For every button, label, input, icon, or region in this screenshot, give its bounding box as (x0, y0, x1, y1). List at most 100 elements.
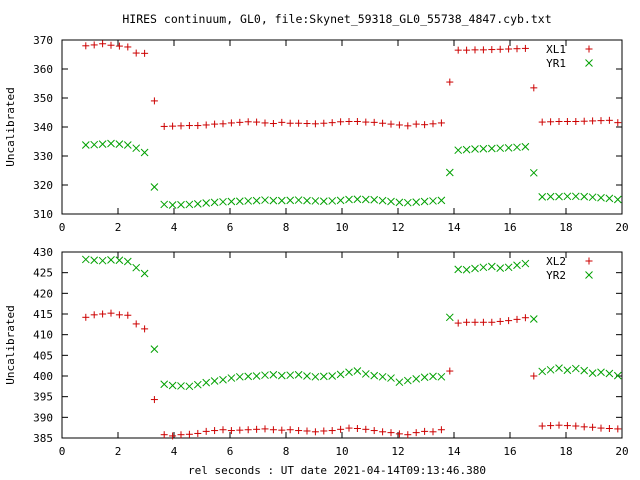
data-point-YR1 (227, 197, 236, 206)
data-point-XL1 (311, 120, 319, 128)
data-point-YR2 (336, 370, 345, 379)
data-point-XL2 (395, 430, 403, 438)
plot-frame (61, 39, 623, 215)
data-point-XL2 (160, 431, 168, 439)
data-point-YR2 (521, 259, 530, 268)
data-point-XL1 (463, 46, 471, 54)
data-point-YR2 (370, 371, 379, 380)
data-point-YR1 (580, 192, 589, 201)
x-tick-label: 16 (503, 445, 516, 458)
data-point-YR2 (303, 372, 311, 380)
x-tick-label: 18 (559, 221, 572, 234)
data-point-YR1 (471, 145, 479, 153)
data-point-YR1 (160, 200, 169, 209)
y-tick-label: 425 (33, 267, 53, 280)
data-point-YR2 (580, 366, 589, 375)
data-point-XL1 (107, 41, 115, 49)
data-point-XL1 (253, 118, 261, 126)
data-point-XL1 (337, 118, 345, 126)
data-point-YR1 (605, 194, 614, 203)
data-point-YR2 (244, 372, 253, 381)
y-tick-label: 415 (33, 308, 53, 321)
data-point-YR2 (328, 372, 337, 380)
data-point-XL1 (521, 44, 529, 52)
data-point-YR2 (81, 255, 90, 264)
x-tick-label: 6 (227, 221, 234, 234)
data-point-XL2 (538, 422, 546, 430)
data-point-YR2 (420, 373, 429, 382)
data-point-YR1 (319, 197, 328, 206)
data-point-YR2 (403, 376, 412, 385)
data-point-YR2 (605, 369, 614, 378)
data-point-XL2 (404, 431, 412, 439)
data-point-XL2 (211, 427, 219, 435)
legend-label-XL1: XL1 (546, 43, 566, 56)
data-point-XL2 (132, 320, 140, 328)
data-point-XL2 (115, 311, 123, 319)
y-tick-label: 370 (33, 34, 53, 47)
data-point-YR1 (597, 193, 605, 202)
data-point-YR2 (412, 375, 421, 383)
data-point-XL2 (141, 325, 149, 333)
data-point-YR1 (286, 196, 295, 205)
data-point-YR1 (487, 144, 496, 153)
data-point-XL2 (169, 432, 177, 440)
data-point-YR1 (132, 144, 141, 153)
y-tick-label: 350 (33, 92, 53, 105)
y-tick-label: 390 (33, 411, 53, 424)
y-axis-label: Uncalibrated (4, 87, 17, 166)
data-point-XL2 (521, 314, 529, 322)
data-point-YR2 (90, 256, 99, 265)
data-point-XL1 (362, 118, 370, 126)
data-point-YR2 (277, 371, 286, 380)
data-point-YR1 (193, 199, 202, 208)
data-point-XL1 (563, 117, 571, 125)
data-point-YR2 (445, 313, 454, 322)
chart-title: HIRES continuum, GL0, file:Skynet_59318_… (122, 12, 551, 26)
data-point-YR1 (613, 195, 622, 204)
data-point-YR2 (538, 367, 547, 376)
data-point-YR1 (513, 143, 521, 152)
data-point-YR1 (546, 192, 555, 201)
data-point-YR2 (235, 372, 244, 381)
data-point-XL2 (454, 319, 462, 327)
data-point-XL1 (286, 119, 294, 127)
data-point-YR2 (269, 370, 278, 379)
data-point-YR2 (597, 368, 605, 377)
data-point-YR1 (115, 140, 124, 148)
data-point-YR1 (219, 197, 227, 206)
data-point-YR1 (454, 146, 463, 155)
data-point-XL2 (107, 309, 115, 317)
data-point-YR2 (353, 367, 362, 375)
data-point-YR2 (361, 370, 370, 378)
x-tick-label: 0 (59, 221, 66, 234)
data-point-XL2 (370, 427, 378, 435)
data-point-YR2 (571, 364, 580, 373)
data-point-YR2 (98, 256, 107, 265)
data-point-XL1 (605, 116, 613, 124)
data-point-YR2 (286, 371, 295, 380)
data-point-YR1 (462, 145, 471, 154)
y-tick-label: 310 (33, 208, 53, 221)
data-point-XL1 (90, 41, 98, 49)
y-tick-label: 400 (33, 370, 53, 383)
data-point-YR1 (336, 196, 345, 205)
data-point-YR2 (454, 265, 463, 274)
data-point-YR2 (132, 263, 141, 272)
data-point-XL2 (177, 431, 185, 439)
data-point-XL2 (488, 318, 496, 326)
data-point-XL1 (328, 119, 336, 127)
data-point-XL2 (479, 318, 487, 326)
data-point-XL1 (236, 118, 244, 126)
y-tick-label: 395 (33, 391, 53, 404)
data-point-YR1 (140, 148, 149, 157)
data-point-XL1 (437, 119, 445, 127)
data-point-XL2 (320, 427, 328, 435)
x-tick-label: 20 (615, 221, 628, 234)
data-point-YR2 (555, 364, 563, 373)
data-point-XL2 (387, 429, 395, 437)
data-point-YR2 (378, 372, 387, 381)
data-point-YR1 (168, 201, 177, 209)
data-point-YR2 (513, 261, 521, 270)
data-point-YR2 (387, 374, 395, 382)
